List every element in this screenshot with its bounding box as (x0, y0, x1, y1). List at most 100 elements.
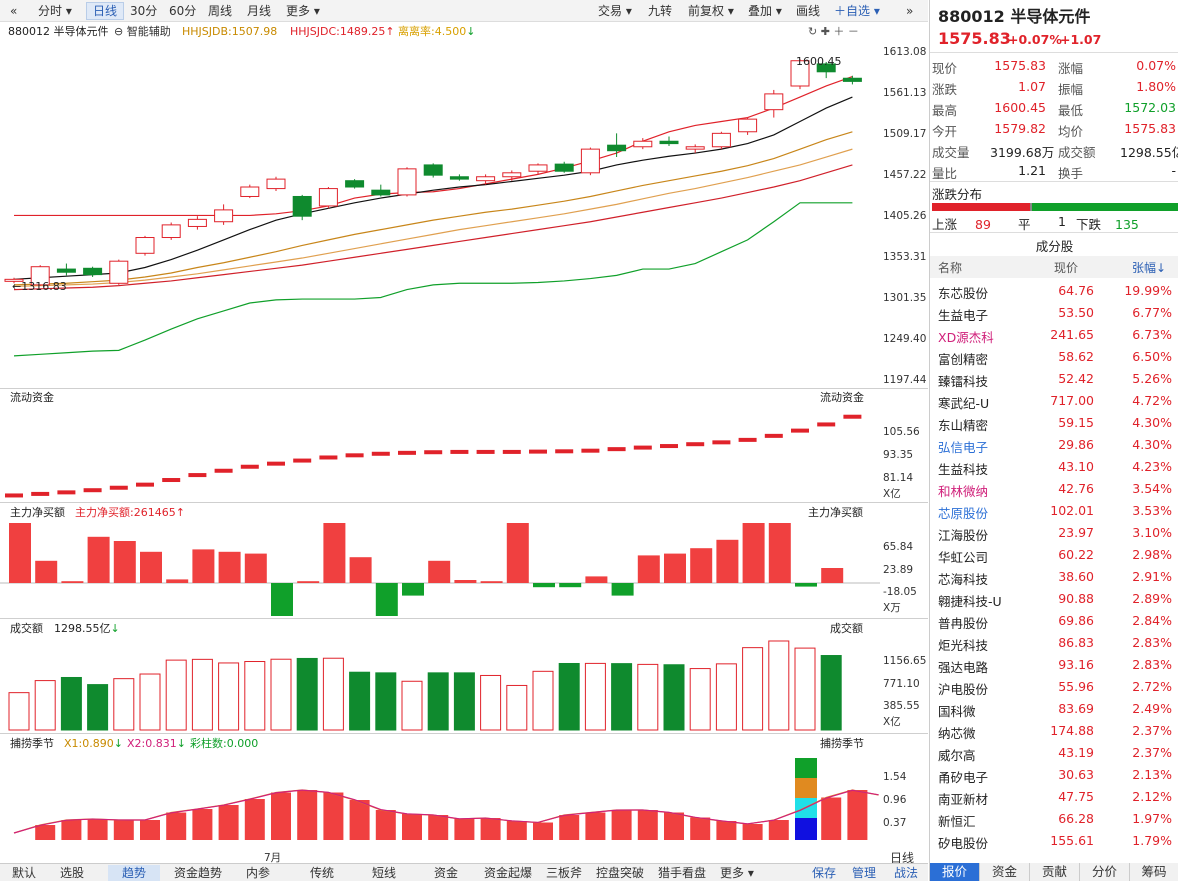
tab-trend[interactable]: 趋势 (108, 865, 161, 881)
down-arrow-icon: ↓ (466, 25, 476, 38)
nav-back-icon[interactable]: « (10, 4, 18, 18)
tab-fund-trend[interactable]: 资金趋势 (174, 866, 223, 880)
stock-row[interactable]: 寒武纪-U 717.00 4.72% (930, 390, 1178, 411)
period-60min[interactable]: 60分 (169, 4, 197, 18)
y-tick: 1509.17 (883, 128, 927, 140)
stock-change: 5.26% (1132, 371, 1172, 386)
candle-body (580, 148, 600, 174)
stock-price: 174.88 (1050, 723, 1094, 738)
kline-chart[interactable] (0, 40, 880, 386)
quote-tab[interactable]: 分价 (1079, 863, 1129, 881)
adjust-menu[interactable]: 前复权 ▾ (688, 4, 734, 18)
catch-bar (585, 812, 606, 840)
manage-button[interactable]: 管理 (852, 866, 877, 880)
stock-row[interactable]: 和林微纳 42.76 3.54% (930, 478, 1178, 499)
flow-bar (476, 449, 495, 454)
catch-season-chart[interactable] (0, 752, 880, 848)
volume-bar (34, 680, 56, 731)
stock-row[interactable]: 沪电股份 55.96 2.72% (930, 676, 1178, 697)
draw-button[interactable]: 画线 (796, 4, 821, 18)
strategy-button[interactable]: 战法 (894, 866, 919, 880)
volume-chart[interactable] (0, 636, 880, 732)
tab-more[interactable]: 更多 ▾ (720, 866, 754, 880)
stock-row[interactable]: 矽电股份 155.61 1.79% (930, 830, 1178, 851)
stock-row[interactable]: 普冉股份 69.86 2.84% (930, 610, 1178, 631)
stock-change: 4.23% (1132, 459, 1172, 474)
candle-body (135, 237, 155, 254)
candle-body (554, 163, 574, 172)
chart-title: 880012 半导体元件 (8, 25, 109, 38)
save-button[interactable]: 保存 (812, 866, 837, 880)
stock-row[interactable]: 翱捷科技-U 90.88 2.89% (930, 588, 1178, 609)
stock-row[interactable]: 江海股份 23.97 3.10% (930, 522, 1178, 543)
quote-tab[interactable]: 资金 (979, 863, 1029, 881)
stock-price: 717.00 (1050, 393, 1094, 408)
tab-hunter[interactable]: 猎手看盘 (658, 866, 707, 880)
y-tick: 1613.08 (883, 46, 927, 58)
tab-fund[interactable]: 资金 (434, 866, 459, 880)
stock-row[interactable]: 芯海科技 38.60 2.91% (930, 566, 1178, 587)
net-bar (244, 553, 267, 583)
tab-stock-pick[interactable]: 选股 (60, 866, 85, 880)
volume-bar (637, 663, 659, 731)
stock-row[interactable]: 生益电子 53.50 6.77% (930, 302, 1178, 323)
stock-row[interactable]: 生益科技 43.10 4.23% (930, 456, 1178, 477)
quote-tab[interactable]: 贡献 (1029, 863, 1079, 881)
stock-price: 60.22 (1058, 547, 1094, 562)
period-weekly[interactable]: 周线 (208, 4, 233, 18)
overlay-menu[interactable]: 叠加 ▾ (748, 4, 782, 18)
trade-menu[interactable]: 交易 ▾ (598, 4, 632, 18)
chart-tool-icons[interactable]: ↻ ✚ ＋ － (808, 25, 859, 38)
stock-row[interactable]: 甬矽电子 30.63 2.13% (930, 764, 1178, 785)
stock-row[interactable]: 臻镭科技 52.42 5.26% (930, 368, 1178, 389)
stock-change: 6.50% (1132, 349, 1172, 364)
adjust-label: 前复权 (688, 4, 725, 18)
stock-row[interactable]: 南亚新材 47.75 2.12% (930, 786, 1178, 807)
quote-tab[interactable]: 筹码 (1129, 863, 1178, 881)
flow-chart[interactable] (0, 406, 880, 500)
period-more[interactable]: 更多 ▾ (286, 4, 320, 18)
tab-three-axe[interactable]: 三板斧 (546, 866, 583, 880)
nine-turn-button[interactable]: 九转 (648, 4, 673, 18)
stock-row[interactable]: 强达电路 93.16 2.83% (930, 654, 1178, 675)
volume-bar (689, 668, 711, 731)
stock-row[interactable]: 新恒汇 66.28 1.97% (930, 808, 1178, 829)
period-daily[interactable]: 日线 (86, 2, 125, 20)
stock-price: 30.63 (1058, 767, 1094, 782)
stock-row[interactable]: 东山精密 59.15 4.30% (930, 412, 1178, 433)
tab-traditional[interactable]: 传统 (310, 866, 335, 880)
period-monthly[interactable]: 月线 (247, 4, 272, 18)
down-count: 下跌 135 (1076, 214, 1139, 233)
stock-row[interactable]: 弘信电子 29.86 4.30% (930, 434, 1178, 455)
tab-control-breakout[interactable]: 控盘突破 (596, 866, 645, 880)
up-arrow-icon: ↑ (385, 25, 395, 38)
stock-row[interactable]: 富创精密 58.62 6.50% (930, 346, 1178, 367)
period-intraday[interactable]: 分时 ▾ (38, 4, 72, 18)
stock-row[interactable]: 纳芯微 174.88 2.37% (930, 720, 1178, 741)
quote-label: 今开 (932, 124, 958, 139)
stock-row[interactable]: 炬光科技 86.83 2.83% (930, 632, 1178, 653)
tab-default[interactable]: 默认 (12, 866, 37, 880)
net-buy-chart[interactable] (0, 520, 880, 616)
stock-row[interactable]: 国科微 83.69 2.49% (930, 698, 1178, 719)
ma-red-line (14, 75, 853, 217)
stock-row[interactable]: 东芯股份 64.76 19.99% (930, 280, 1178, 301)
period-30min[interactable]: 30分 (130, 4, 158, 18)
tab-insider[interactable]: 内参 (246, 866, 271, 880)
stock-row[interactable]: 华虹公司 60.22 2.98% (930, 544, 1178, 565)
ind3-value: 离离率:4.500 (398, 25, 467, 38)
collapse-icon[interactable]: » (906, 4, 914, 18)
quote-row: 今开 1579.82 均价 1575.83 (930, 118, 1178, 139)
add-watchlist-button[interactable]: ＋自选 ▾ (834, 4, 880, 18)
stock-row[interactable]: 芯原股份 102.01 3.53% (930, 500, 1178, 521)
smart-assist-button[interactable]: ⊖ 智能辅助 (114, 25, 171, 38)
tab-fund-burst[interactable]: 资金起爆 (484, 866, 533, 880)
col-change[interactable]: 张幅↓ (1132, 261, 1167, 275)
divider (930, 181, 1178, 182)
stock-name: 江海股份 (938, 528, 989, 543)
catch-bar (87, 819, 108, 840)
stock-row[interactable]: 威尔高 43.19 2.37% (930, 742, 1178, 763)
stock-row[interactable]: XD源杰科 241.65 6.73% (930, 324, 1178, 345)
tab-short-term[interactable]: 短线 (372, 866, 397, 880)
quote-tab[interactable]: 报价 (929, 863, 979, 881)
